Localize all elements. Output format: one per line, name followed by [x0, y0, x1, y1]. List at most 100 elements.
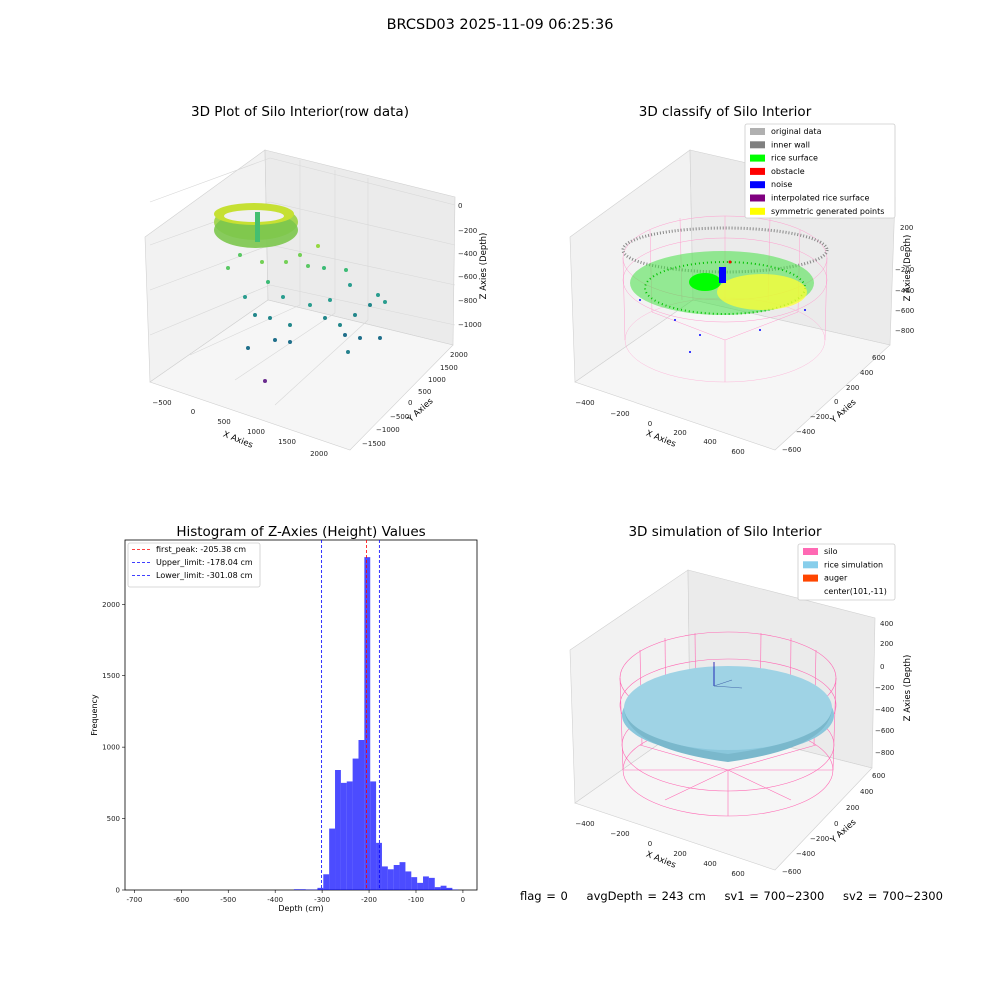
x-tick-label: -400 [267, 896, 283, 904]
histogram-bar [393, 865, 400, 890]
histogram-bar [340, 782, 347, 890]
x-tick-label: −200 [610, 410, 629, 418]
legend-label: Lower_limit: -301.08 cm [156, 571, 253, 580]
y-tick-label: 500 [107, 815, 120, 823]
x-tick-label: -100 [408, 896, 424, 904]
figure-title: BRCSD03 2025-11-09 06:25:36 [386, 17, 614, 33]
y-tick-label: 400 [860, 788, 873, 796]
histogram-bar [335, 770, 341, 890]
z-tick-label: −1000 [458, 321, 482, 329]
panel2-title: 3D classify of Silo Interior [638, 104, 812, 120]
legend-swatch [750, 154, 765, 162]
z-tick-label: −400 [895, 287, 914, 295]
z-tick-label: −600 [875, 727, 894, 735]
axis-ticks-4: −400 −200 0 200 400 600 600 400 200 0 −2… [575, 620, 894, 878]
histogram-bar [317, 887, 324, 890]
rice-surface-4 [622, 662, 834, 762]
y-tick-label: 2000 [102, 601, 120, 609]
x-tick-label: -300 [314, 896, 330, 904]
legend-label: first_peak: -205.38 cm [156, 545, 246, 554]
y-tick-label: 0 [116, 887, 120, 895]
chart-classify-3d: −400 −200 0 200 400 600 600 400 200 0 −2… [569, 123, 914, 456]
x-tick-label: 2000 [310, 450, 328, 458]
legend-swatch [750, 181, 765, 189]
y-tick-label: −1000 [376, 426, 400, 434]
legend-label: interpolated rice surface [771, 194, 869, 203]
z-tick-label: −600 [458, 273, 477, 281]
y-axis-label-2: Y Axies [828, 397, 859, 426]
histogram-bar [346, 781, 353, 890]
y-tick-label: −200 [810, 835, 829, 843]
legend-label: original data [771, 127, 822, 136]
x-tick-label: 600 [731, 870, 744, 878]
legend-label: obstacle [771, 167, 805, 176]
histogram-x-label: Depth (cm) [278, 904, 323, 913]
histogram-bar [358, 740, 365, 890]
y-tick-label: 600 [872, 772, 885, 780]
legend-2: original data inner wall rice surface obsta… [744, 123, 896, 219]
y-tick-label: 600 [872, 354, 885, 362]
axis-ticks-2: −400 −200 0 200 400 600 600 400 200 0 −2… [575, 224, 914, 456]
y-tick-label: −400 [796, 428, 815, 436]
y-tick-label: −400 [796, 850, 815, 858]
histogram-bar [364, 557, 371, 890]
y-tick-label: 0 [408, 399, 412, 407]
z-tick-label: −600 [895, 307, 914, 315]
chart-simulation-3d: −400 −200 0 200 400 600 600 400 200 0 −2… [569, 543, 913, 878]
sv1-value: sv1 = 700~2300 [724, 889, 825, 903]
z-tick-label: 0 [880, 663, 884, 671]
histogram-bar [293, 889, 300, 890]
legend-label: center(101,-11) [824, 587, 887, 596]
z-tick-label: −400 [875, 706, 894, 714]
histogram-bar [299, 889, 306, 890]
legend-swatch [803, 574, 818, 582]
y-tick-label: −1500 [362, 440, 386, 448]
z-tick-label: −800 [895, 327, 914, 335]
y-tick-label: 0 [834, 820, 838, 828]
x-tick-label: 0 [648, 840, 652, 848]
y-tick-label: 400 [860, 369, 873, 377]
y-tick-label: −600 [782, 868, 801, 876]
y-tick-label: 1000 [102, 744, 120, 752]
histogram-bar [446, 887, 453, 890]
y-tick-label: 1500 [440, 364, 458, 372]
sv2-value: sv2 = 700~2300 [843, 889, 943, 903]
histogram-bar [329, 828, 336, 890]
x-tick-label: -600 [173, 896, 189, 904]
flag-value: flag = 0 [520, 889, 568, 903]
histogram-bar [411, 877, 418, 890]
histogram-plot-area [124, 539, 478, 891]
legend-label: symmetric generated points [771, 207, 884, 216]
x-tick-label: 1000 [247, 428, 265, 436]
histogram-bar [423, 876, 429, 890]
z-tick-label: −200 [458, 227, 477, 235]
histogram-bar [434, 887, 441, 890]
y-axis-label-4: Y Axies [828, 817, 859, 846]
legend-swatch [750, 167, 765, 175]
z-tick-label: 400 [880, 620, 893, 628]
panel4-title: 3D simulation of Silo Interior [628, 524, 822, 540]
x-tick-label: −200 [610, 830, 629, 838]
avg-depth-value: avgDepth = 243 cm [586, 889, 706, 903]
legend-swatch [750, 128, 765, 135]
x-tick-label: 500 [217, 418, 230, 426]
z-tick-label: 200 [900, 224, 913, 232]
histogram-bar [417, 882, 424, 890]
x-tick-label: 600 [731, 448, 744, 456]
x-tick-label: 1500 [278, 438, 296, 446]
histogram-y-label: Frequency [90, 694, 99, 736]
histogram-bar [387, 869, 394, 890]
histogram-bar [399, 862, 406, 890]
y-tick-label: 200 [846, 804, 859, 812]
z-axis-label-2: Z Axies (Depth) [903, 235, 913, 302]
x-tick-label: 200 [673, 429, 686, 437]
y-tick-label: 200 [846, 384, 859, 392]
y-tick-label: −600 [782, 446, 801, 454]
x-tick-label: −500 [152, 399, 171, 407]
legend-swatch [803, 561, 818, 569]
z-tick-label: −800 [458, 297, 477, 305]
histogram-bar [381, 866, 388, 890]
y-tick-label: −500 [390, 413, 409, 421]
legend-label: rice simulation [824, 560, 883, 569]
axis-ticks-1: −500 0 500 1000 1500 2000 2000 1500 1000… [152, 202, 481, 458]
